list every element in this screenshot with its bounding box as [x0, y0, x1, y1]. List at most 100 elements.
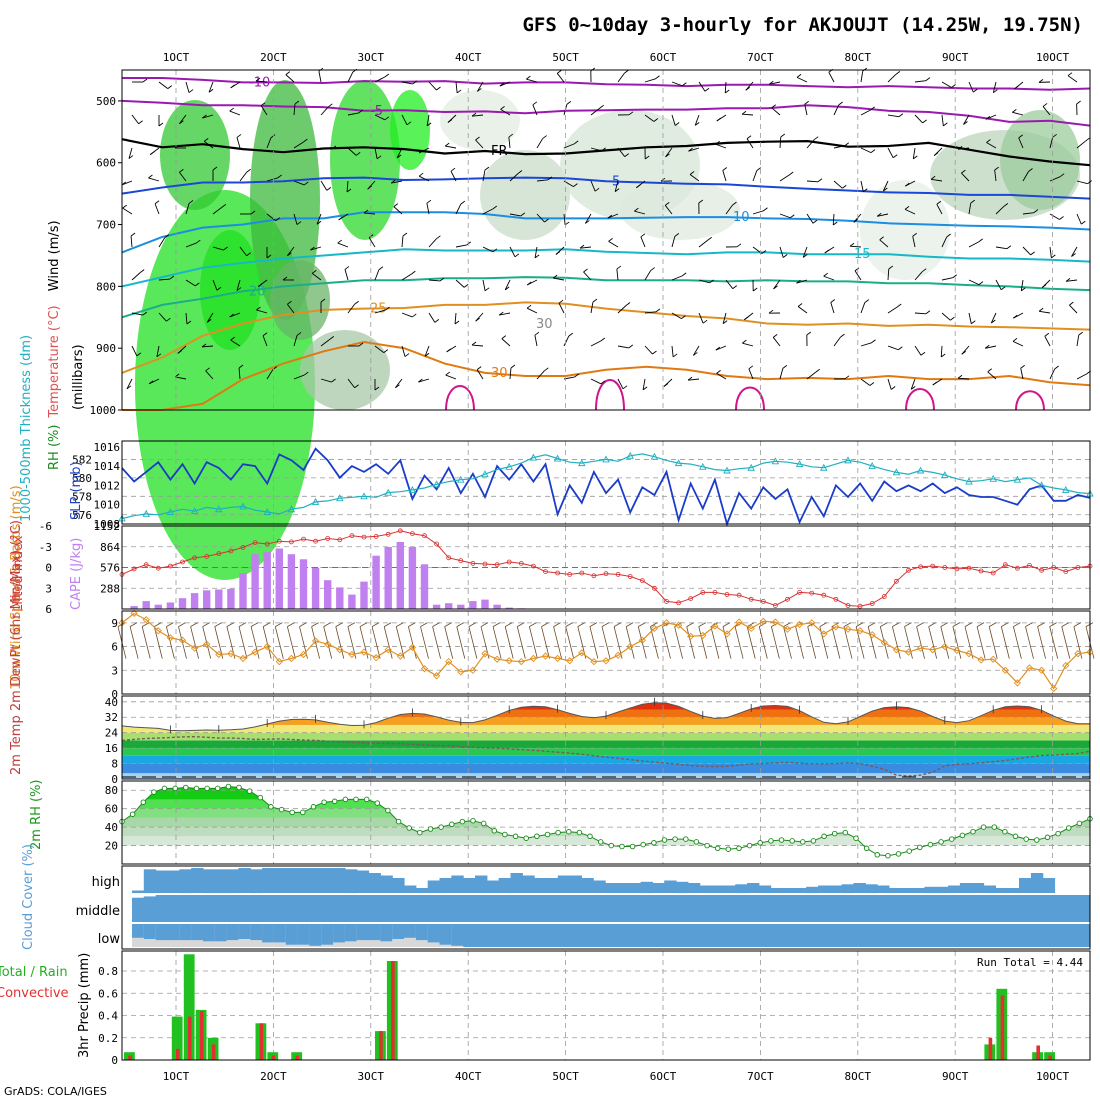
wind-barb-flag [698, 622, 706, 627]
rh-marker [214, 785, 221, 792]
mid-cloud-cell [865, 895, 878, 922]
wind-barb [444, 626, 454, 659]
bottom-date-label: 8OCT [845, 1070, 872, 1083]
lifted-index-marker [894, 578, 899, 584]
high-cloud-cell [427, 880, 441, 893]
wind-speed-marker [941, 642, 949, 651]
wind-speed-marker [457, 668, 465, 676]
rh-marker [161, 785, 168, 792]
lifted-index-marker [773, 603, 778, 608]
low-cloud-cell [510, 924, 523, 947]
thickness-marker [481, 470, 489, 478]
mid-cloud-cell [380, 895, 393, 922]
wind-barb [553, 626, 562, 659]
wind-barb [976, 626, 986, 659]
wind-barb [468, 626, 478, 659]
thickness-marker [1013, 475, 1022, 483]
wind-barb-flag [747, 622, 755, 627]
lifted-index-marker [664, 599, 669, 604]
wind-barb-flag [190, 622, 198, 627]
mid-cloud-cell [959, 895, 973, 922]
cape-bar [154, 604, 162, 609]
wind-speed-marker [699, 631, 707, 640]
thickness-marker [699, 462, 707, 470]
wind-barb-flag [952, 622, 961, 627]
low-cloud-gap [273, 924, 287, 943]
rh-marker [278, 806, 285, 813]
mid-cloud-cell [191, 895, 204, 922]
low-cloud-gap [191, 924, 204, 941]
low-cloud-cell [628, 924, 642, 947]
dewpoint-line [121, 735, 1091, 777]
cape-bar [275, 548, 283, 609]
lifted-index-marker [422, 533, 427, 539]
high-cloud-cell [829, 885, 843, 893]
mid-cloud-cell [711, 895, 724, 922]
wind-speed-marker [1062, 661, 1070, 670]
lifted-index-marker [313, 538, 319, 544]
wind-barb [746, 626, 756, 659]
low-cloud-cell [581, 924, 594, 947]
low-cloud-gap [451, 924, 464, 946]
wind-barb-flag [541, 622, 549, 627]
rh-marker [512, 833, 519, 840]
mid-cloud-cell [167, 895, 180, 922]
li-tick-label: 0 [45, 562, 52, 575]
precip-tick-label: 0 [111, 1054, 118, 1067]
wind-barb-flag [323, 622, 331, 627]
mid-cloud-cell [262, 895, 275, 922]
top-date-label: 7OCT [747, 51, 774, 64]
wind-barb-flag [335, 622, 343, 627]
thickness-tick-label: 578 [72, 490, 92, 503]
low-cloud-cell [877, 924, 890, 947]
wind-speed-marker [1001, 666, 1009, 674]
lifted-index-marker [506, 559, 512, 565]
low-cloud-gap [214, 924, 228, 942]
lifted-index-marker [385, 531, 391, 537]
wind-barb-flag [843, 622, 852, 627]
wind-speed-marker [408, 643, 417, 651]
mid-cloud-cell [1007, 895, 1020, 922]
low-cloud-cell [1007, 924, 1020, 947]
wind-speed-marker [590, 657, 598, 666]
low-cloud-cell [853, 924, 866, 947]
mid-cloud-cell [1030, 895, 1044, 922]
lifted-index-marker [361, 534, 367, 540]
wind-barb-flag [759, 622, 767, 627]
top-date-label: 9OCT [942, 51, 969, 64]
mid-cloud-cell [1066, 895, 1079, 922]
wind-barb-flag [565, 622, 573, 627]
top-date-label: 1OCT [163, 51, 190, 64]
wind-speed-marker [336, 646, 344, 654]
slp-tick-label: 1010 [94, 499, 121, 512]
low-cloud-cell [687, 924, 701, 947]
convective-precip-bar [988, 1037, 993, 1060]
lifted-index-marker [1075, 565, 1081, 570]
mid-cloud-cell [214, 895, 228, 922]
upper-air-ylabel: RH (%) Temperature (°C) Wind (m/s) [47, 220, 62, 470]
bottom-date-label: 4OCT [455, 1070, 482, 1083]
hot-core-contour [1015, 390, 1045, 411]
wind-barb [831, 626, 841, 659]
mid-cloud-cell [250, 895, 263, 922]
cape-tick-label: 576 [100, 562, 120, 575]
wind-barb-flag [1001, 622, 1009, 627]
wind-barb [383, 626, 393, 659]
upper-air-frame [121, 69, 1091, 411]
thickness-marker [578, 459, 586, 467]
wind-speed-marker [299, 650, 308, 659]
isotherm-line [121, 248, 1091, 288]
thickness-marker [287, 505, 296, 513]
wind-barb [916, 626, 925, 659]
lifted-index-marker [760, 599, 766, 604]
low-cloud-cell [1066, 924, 1079, 947]
top-date-label: 6OCT [650, 51, 677, 64]
wind-barb [758, 626, 768, 659]
wind-speed-marker [420, 665, 429, 673]
wind-speed-marker [638, 636, 646, 644]
li-frame [121, 525, 1091, 610]
high-cloud-cell [463, 878, 476, 893]
lifted-index-marker [494, 562, 500, 568]
mid-cloud-cell [995, 895, 1008, 922]
thickness-tick-label: 582 [72, 453, 92, 466]
